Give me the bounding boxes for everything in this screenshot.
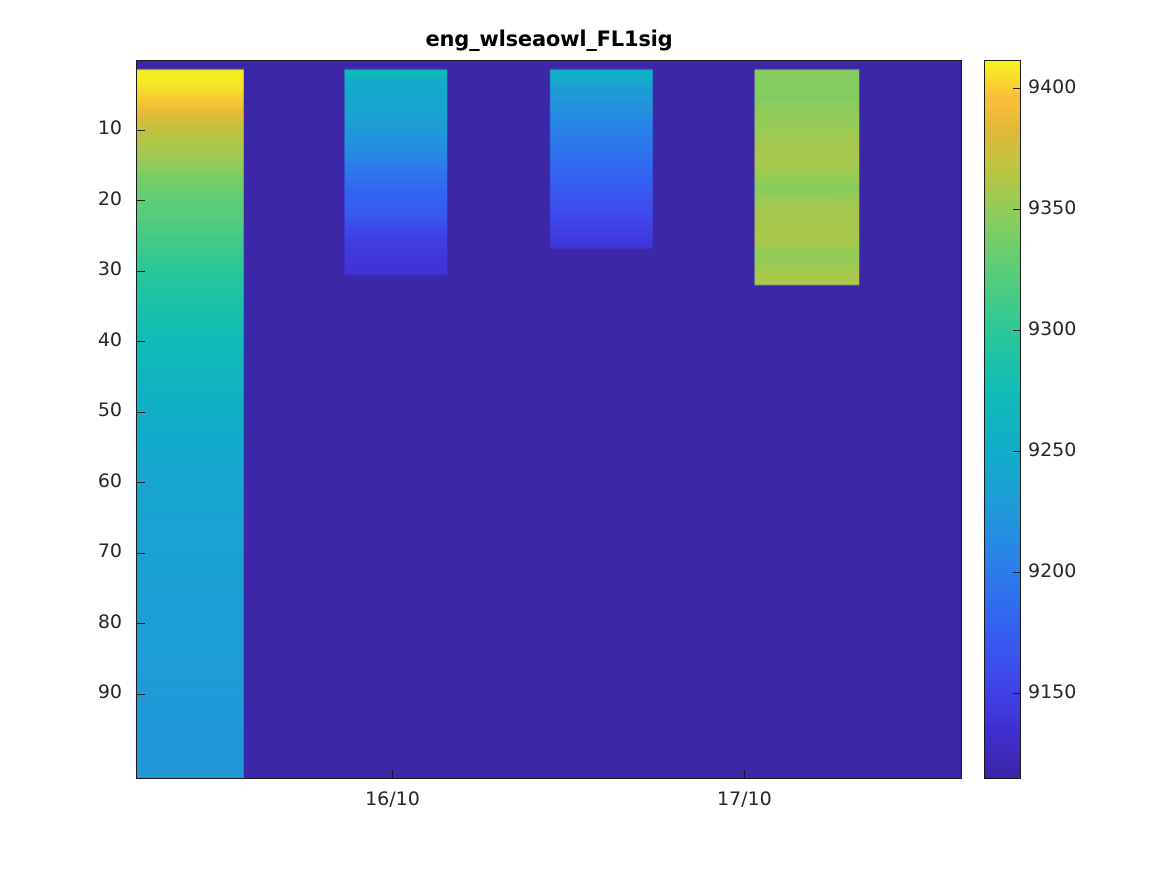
colorbar-tick-mark — [1013, 88, 1021, 90]
colorbar-tick-mark — [1013, 693, 1021, 695]
y-tick-mark — [136, 129, 145, 131]
y-tick-label: 40 — [97, 328, 122, 351]
colorbar-tick-mark — [1013, 572, 1021, 574]
colorbar-tick-label: 9250 — [1028, 439, 1077, 462]
page-title: eng_wlseaowl_FL1sig — [425, 27, 673, 51]
y-tick-mark — [136, 623, 145, 625]
x-tick-label: 16/10 — [365, 788, 420, 810]
y-tick-mark — [136, 693, 145, 695]
y-tick-mark — [136, 200, 145, 202]
y-tick-mark — [136, 552, 145, 554]
x-tick-mark — [743, 770, 745, 779]
y-tick-mark — [136, 482, 145, 484]
colorbar[interactable] — [984, 60, 1021, 779]
y-tick-label: 30 — [97, 258, 122, 281]
y-tick-label: 10 — [97, 117, 122, 140]
y-tick-mark — [136, 411, 145, 413]
y-tick-label: 20 — [97, 187, 122, 210]
y-tick-label: 60 — [97, 469, 122, 492]
y-tick-label: 80 — [97, 610, 122, 633]
y-tick-label: 50 — [97, 399, 122, 422]
colorbar-tick-label: 9200 — [1028, 560, 1077, 583]
y-tick-label: 90 — [97, 681, 122, 704]
colorbar-tick-label: 9300 — [1028, 318, 1077, 341]
y-tick-mark — [136, 341, 145, 343]
colorbar-tick-mark — [1013, 209, 1021, 211]
colorbar-tick-mark — [1013, 330, 1021, 332]
heatmap-axes[interactable] — [136, 60, 962, 779]
heatmap-image — [137, 61, 961, 778]
colorbar-tick-label: 9350 — [1028, 197, 1077, 220]
y-tick-label: 70 — [97, 540, 122, 563]
x-tick-mark — [391, 770, 393, 779]
colorbar-tick-mark — [1013, 451, 1021, 453]
x-tick-label: 17/10 — [716, 788, 772, 810]
y-tick-mark — [136, 270, 145, 272]
colorbar-gradient — [985, 61, 1020, 778]
colorbar-tick-label: 9400 — [1028, 76, 1077, 99]
colorbar-tick-label: 9150 — [1028, 681, 1077, 704]
